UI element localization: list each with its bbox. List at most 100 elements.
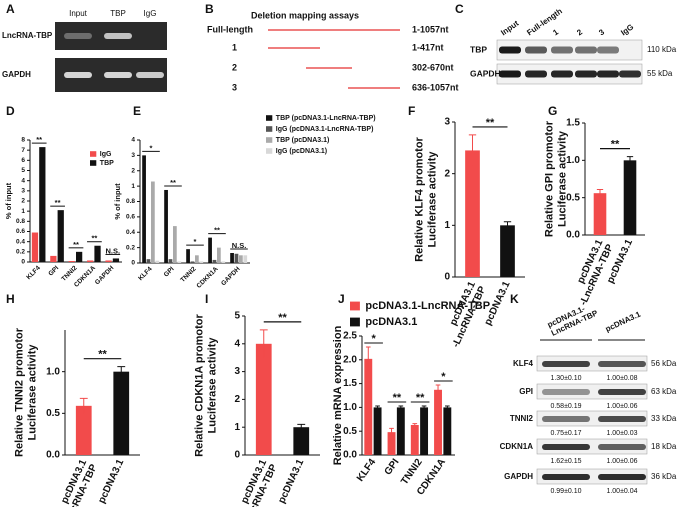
significance-label: ** — [98, 349, 107, 361]
blot-band — [575, 46, 597, 54]
significance-label: ** — [486, 117, 495, 129]
bar — [190, 261, 195, 263]
bar — [146, 259, 151, 263]
blot-band — [542, 444, 590, 450]
y-tick-label: 1 — [444, 220, 450, 231]
bar — [623, 160, 637, 235]
y-tick-label: 0.5 — [566, 192, 580, 203]
error-bar — [297, 423, 306, 430]
legend-label: pcDNA3.1-LncRNA-TBP — [365, 300, 490, 312]
bar — [75, 405, 92, 455]
error-bar — [412, 423, 418, 427]
bar — [239, 255, 243, 263]
bar — [593, 193, 607, 235]
blot-size-label: 55 kDa — [647, 69, 673, 78]
y-axis-label: % of input — [113, 183, 122, 220]
error-bar — [117, 366, 126, 377]
y-tick-label: 3 — [21, 188, 25, 195]
x-tick-label: GAPDH — [220, 265, 242, 287]
blot-band — [551, 46, 573, 54]
map-title: Deletion mapping assays — [251, 10, 359, 20]
bar — [387, 432, 396, 455]
bar — [434, 389, 442, 455]
bar — [221, 261, 226, 263]
bar — [50, 255, 57, 262]
bar — [39, 147, 46, 262]
error-bar — [259, 329, 268, 358]
blot-column-label: pcDNA3.1-LncRNA-TBP — [546, 300, 600, 338]
construct-range: 1-417nt — [412, 42, 444, 52]
bar — [208, 237, 212, 263]
legend-swatch — [266, 137, 273, 143]
y-tick-label: 4 — [131, 137, 135, 144]
y-tick-label: 6 — [21, 157, 25, 164]
bar — [105, 260, 112, 262]
blot-band — [619, 70, 641, 78]
legend-label: TBP — [100, 160, 114, 167]
blot-band — [598, 361, 646, 367]
bar — [142, 155, 146, 263]
legend-swatch — [90, 151, 97, 157]
bar — [373, 407, 382, 455]
gel-column-label: TBP — [110, 9, 126, 18]
construct-name: 2 — [232, 62, 237, 72]
bar — [255, 343, 272, 455]
y-tick-label: 1.0 — [46, 366, 60, 377]
bar — [155, 260, 160, 263]
y-tick-label: 0.8 — [126, 198, 135, 205]
x-tick-label: GPI — [163, 266, 176, 279]
y-tick-label: 1 — [131, 183, 135, 190]
y-tick-label: 4 — [234, 338, 240, 349]
gel-row-label: LncRNA-TBP — [2, 31, 53, 40]
error-bar — [435, 384, 441, 395]
bar — [230, 253, 234, 263]
panel-label: C — [455, 2, 464, 16]
y-tick-label: 2 — [444, 168, 450, 179]
y-axis-label: Relative TNNI2 promotorLuciferase activi… — [14, 327, 39, 457]
bar — [68, 260, 75, 262]
y-tick-label: 1.0 — [566, 155, 580, 166]
panel-label: A — [6, 2, 15, 16]
blot-column-label: IgG — [619, 22, 635, 37]
y-axis-label: Relative KLF4 promotorLuciferase activit… — [414, 136, 439, 261]
error-bar — [365, 346, 371, 371]
bar — [151, 181, 155, 263]
bar — [94, 245, 101, 262]
significance-label: ** — [55, 198, 61, 207]
y-tick-label: 5 — [21, 167, 25, 174]
x-tick-label: GPI — [383, 457, 402, 478]
blot-band — [551, 70, 573, 78]
bar — [500, 225, 515, 277]
x-tick-label: pcDNA3.1-LncRNA-TBP — [51, 457, 100, 507]
bar — [177, 261, 182, 263]
blot-row-label: GPI — [519, 387, 533, 396]
y-tick-label: 1.5 — [343, 378, 357, 389]
blot-band — [598, 416, 646, 422]
bar — [293, 427, 310, 455]
bar — [113, 371, 130, 455]
panel-label: J — [338, 292, 345, 306]
x-tick-label: pcDNA3.1-LncRNA-TBP — [440, 279, 489, 349]
bar — [465, 150, 480, 277]
x-tick-label: KLF4 — [355, 457, 379, 484]
bar — [31, 232, 39, 262]
bar — [195, 255, 199, 263]
y-tick-label: 5 — [234, 311, 240, 322]
bar — [364, 358, 373, 455]
y-tick-label: 0 — [21, 259, 25, 266]
significance-label: * — [371, 333, 376, 345]
panel-label: B — [205, 2, 214, 16]
bar — [443, 407, 452, 455]
error-bar — [375, 405, 380, 409]
blot-quantification: 1.62±0.15 — [550, 458, 581, 465]
y-tick-label: 2 — [21, 198, 25, 205]
blot-quantification: 1.00±0.03 — [606, 430, 637, 437]
error-bar — [421, 405, 427, 409]
bar — [396, 407, 405, 455]
y-tick-label: 0 — [131, 260, 135, 267]
blot-band — [597, 70, 619, 78]
blot-quantification: 1.30±0.10 — [550, 375, 581, 382]
legend-swatch — [266, 115, 273, 121]
significance-label: * — [194, 237, 197, 246]
